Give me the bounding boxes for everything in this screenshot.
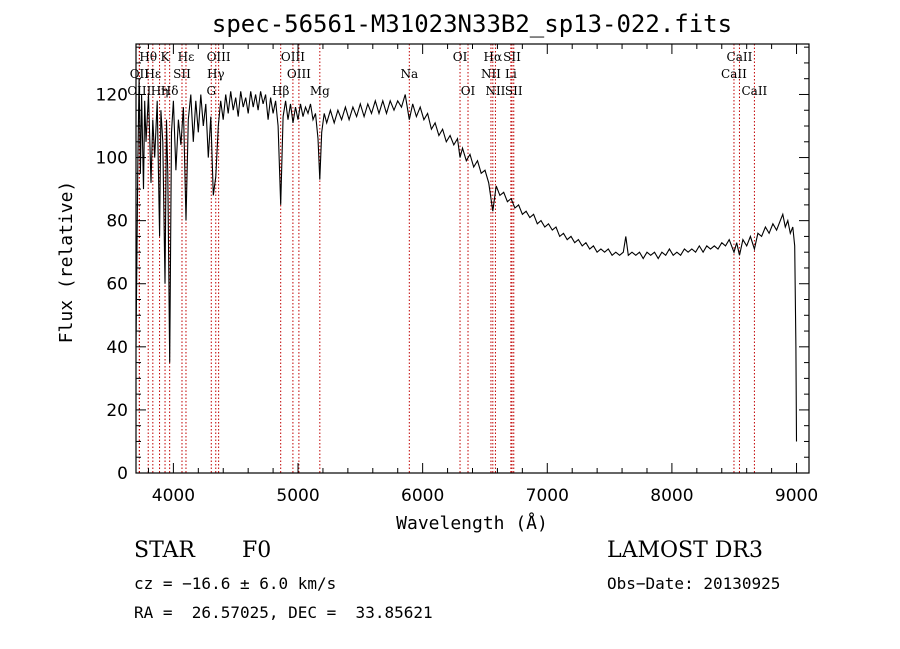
marker-label: Hβ <box>272 84 289 98</box>
chart-title: spec-56561-M31023N33B2_sp13-022.fits <box>212 10 732 38</box>
object-subclass: F0 <box>242 538 272 563</box>
marker-label: SII <box>173 67 191 81</box>
y-tick-label: 100 <box>96 149 128 169</box>
y-tick-label: 60 <box>106 275 128 295</box>
marker-label: G <box>206 84 216 98</box>
line-markers <box>138 44 755 473</box>
marker-label: SII <box>505 84 523 98</box>
marker-label: Hη <box>151 84 169 98</box>
marker-label: Hθ <box>139 50 157 64</box>
y-tick-label: 80 <box>106 212 128 232</box>
marker-label: Hα <box>484 50 503 64</box>
x-axis-label: Wavelength (Å) <box>396 512 548 534</box>
survey-name: LAMOST DR3 <box>607 538 763 563</box>
velocity-text: cz = −16.6 ± 6.0 km/s <box>134 574 337 593</box>
marker-label: CaII <box>741 84 767 98</box>
x-tick-label: 9000 <box>775 486 818 506</box>
x-tick-label: 8000 <box>650 486 693 506</box>
spectrum-line <box>135 78 798 442</box>
x-tick-label: 5000 <box>276 486 319 506</box>
x-axis-ticks: 4000 5000 6000 7000 8000 9000 <box>147 44 818 506</box>
marker-label: Hδ <box>161 84 179 98</box>
marker-label: CaII <box>727 50 753 64</box>
marker-label: Hε <box>178 50 195 64</box>
marker-label: OIII <box>281 50 305 64</box>
x-tick-label: 4000 <box>152 486 195 506</box>
y-tick-label: 120 <box>96 85 128 105</box>
coordinates: RA = 26.57025, DEC = 33.85621 <box>134 603 433 622</box>
marker-label: OIII <box>207 50 231 64</box>
marker-label: NII <box>485 84 505 98</box>
object-class: STAR <box>134 538 195 563</box>
marker-label: OII <box>130 67 150 81</box>
x-tick-label: 7000 <box>526 486 569 506</box>
marker-label: OI <box>461 84 476 98</box>
marker-label: CaII <box>721 67 747 81</box>
obs-date: Obs−Date: 20130925 <box>607 574 781 593</box>
marker-label: Li <box>505 67 517 81</box>
marker-label: NII <box>481 67 501 81</box>
y-axis-ticks: 0 20 40 60 80 100 120 <box>96 46 809 484</box>
marker-label: Hε <box>144 67 161 81</box>
y-tick-label: 0 <box>117 464 128 484</box>
y-tick-label: 40 <box>106 338 128 358</box>
y-tick-label: 20 <box>106 401 128 421</box>
marker-label: OIII <box>287 67 311 81</box>
marker-label: SII <box>503 50 521 64</box>
marker-label: Na <box>400 67 418 81</box>
marker-label: Hγ <box>207 67 225 81</box>
marker-label: K <box>161 50 171 64</box>
marker-label: Mg <box>310 84 330 98</box>
y-axis-label: Flux (relative) <box>56 181 77 344</box>
x-tick-label: 6000 <box>401 486 444 506</box>
marker-label: OI <box>453 50 468 64</box>
